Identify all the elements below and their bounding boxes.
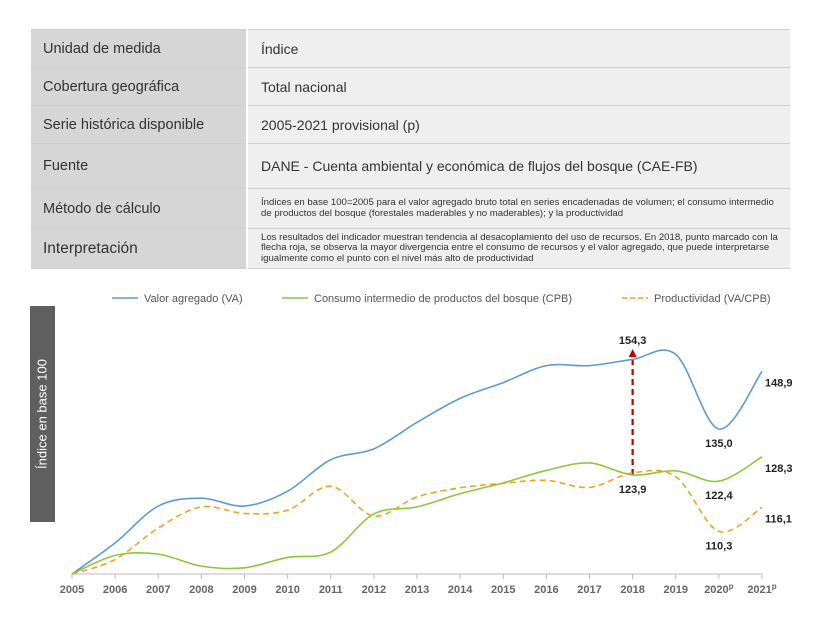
indicator-info-table: Unidad de medida Índice Cobertura geográfi… [31,29,790,269]
x-tick-label: 2007 [146,584,170,596]
info-row-value: Total nacional [247,67,790,106]
data-label: 110,3 [705,540,732,552]
info-row-label: Cobertura geográfica [31,67,248,106]
series-line-0 [71,349,763,575]
legend-entry-0: Valor agregado (VA) [144,293,243,305]
x-tick-label: 2005 [60,584,84,596]
info-row-label: Interpretación [31,228,248,269]
x-tick-label: 2011 [319,584,343,596]
x-tick-label: 2015 [491,584,515,596]
info-row-value: Los resultados del indicador muestran te… [247,228,790,269]
data-label: 122,4 [705,490,733,502]
x-tick-label: 2012 [362,584,386,596]
info-row: Interpretación Los resultados del indicad… [31,228,790,269]
x-tick-label: 2010 [275,584,299,596]
x-tick-label: 2020p [704,582,733,596]
info-row-value: 2005-2021 provisional (p) [247,105,790,144]
x-tick-label: 2021p [747,582,776,596]
x-tick-label: 2013 [405,584,429,596]
data-label: 148,9 [765,377,793,389]
info-row-label: Unidad de medida [31,29,248,68]
x-tick-label: 2016 [534,584,558,596]
x-tick-label: 2014 [448,584,473,596]
legend-entry-1: Consumo intermedio de productos del bosq… [314,293,572,305]
x-tick-label: 2018 [620,584,644,596]
x-tick-label: 2006 [103,584,127,596]
divergence-arrow-head [628,349,637,358]
series-line-1 [71,456,763,575]
y-axis-label-box [30,306,55,522]
info-row: Fuente DANE - Cuenta ambiental y económic… [31,143,790,189]
info-row: Método de cálculo Índices en base 100=200… [31,188,790,229]
x-tick-label: 2009 [232,584,256,596]
data-label: 123,9 [619,484,647,496]
legend-entry-2: Productividad (VA/CPB) [654,293,771,305]
info-row-label: Método de cálculo [31,188,248,229]
info-row-value: Índices en base 100=2005 para el valor a… [247,188,790,229]
info-row: Cobertura geográfica Total nacional [31,67,790,106]
info-row-value: DANE - Cuenta ambiental y económica de f… [247,143,790,189]
data-label: 116,1 [765,513,792,525]
x-tick-label: 2019 [664,584,688,596]
data-label: 154,3 [619,335,647,347]
data-label: 135,0 [705,438,733,450]
x-tick-label: 2008 [189,584,213,596]
info-row-label: Fuente [31,143,248,189]
info-row-value: Índice [247,29,790,68]
series-line-2 [71,469,763,575]
x-tick-label: 2017 [577,584,601,596]
data-label: 128,3 [765,463,793,475]
info-row: Unidad de medida Índice [31,29,790,68]
